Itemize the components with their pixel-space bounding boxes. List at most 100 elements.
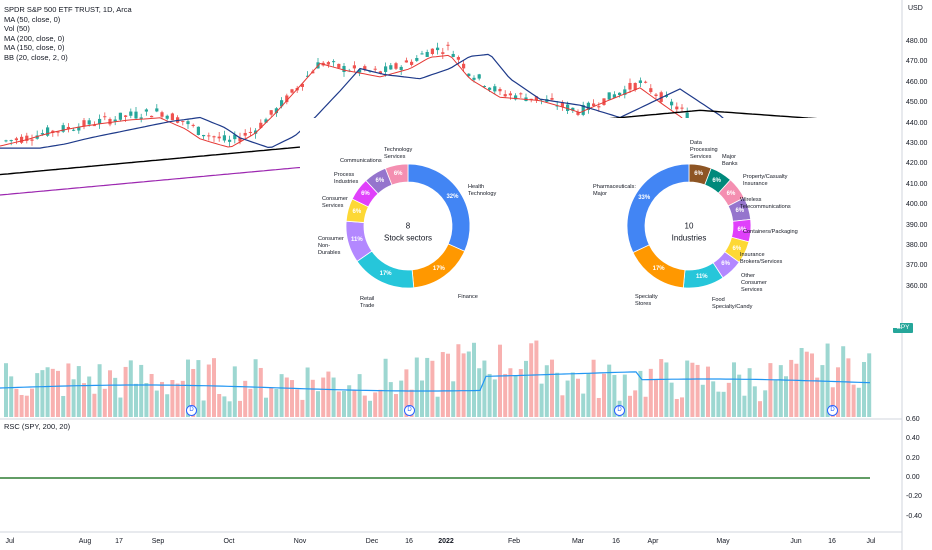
composition-overlay: 8 Stock sectors 32% Health Technology 17% F… bbox=[300, 118, 900, 328]
time-axis-label: Apr bbox=[647, 538, 659, 545]
volume-bar bbox=[113, 377, 118, 417]
time-axis-label: Jun bbox=[790, 538, 802, 545]
indicator-legend: SPDR S&P 500 ETF TRUST, 1D, Arca MA (50,… bbox=[4, 5, 132, 63]
candle-body bbox=[394, 63, 398, 69]
candle-body bbox=[326, 62, 330, 65]
candle-body bbox=[108, 118, 112, 125]
candle-body bbox=[290, 89, 294, 93]
volume-bar bbox=[102, 388, 107, 417]
volume-bar bbox=[680, 397, 684, 417]
industries-slice-percent: 6% bbox=[726, 190, 736, 197]
candle-body bbox=[4, 140, 8, 142]
volume-bar bbox=[789, 359, 794, 417]
candle-body bbox=[441, 52, 445, 54]
industries-slice-percent: 17% bbox=[652, 266, 665, 273]
candle-body bbox=[56, 131, 60, 133]
time-axis-label: Dec bbox=[365, 538, 379, 545]
volume-bar bbox=[664, 362, 669, 417]
volume-bar bbox=[347, 385, 352, 417]
candle-body bbox=[332, 61, 336, 63]
industries-slice-label: Data Processing Services bbox=[690, 140, 718, 160]
candle-body bbox=[534, 96, 538, 101]
industries-slice-percent: 6% bbox=[721, 261, 730, 268]
volume-bar bbox=[399, 380, 404, 417]
candle-body bbox=[623, 89, 627, 95]
candle-body bbox=[118, 112, 122, 120]
candle-body bbox=[25, 135, 29, 141]
volume-bar bbox=[560, 395, 565, 417]
volume-bar bbox=[721, 391, 726, 417]
candle-body bbox=[607, 92, 611, 100]
time-axis-label: 16 bbox=[405, 538, 413, 545]
dividend-marker[interactable]: D bbox=[827, 405, 838, 416]
candle-body bbox=[264, 119, 268, 123]
volume-bar bbox=[279, 374, 284, 417]
volume-bar bbox=[414, 357, 419, 417]
volume-bar bbox=[118, 397, 123, 417]
volume-bar bbox=[290, 380, 294, 417]
candle-body bbox=[269, 110, 273, 115]
industries-slice bbox=[626, 163, 690, 254]
volume-bar bbox=[310, 379, 315, 417]
volume-bar bbox=[825, 343, 830, 417]
price-axis-label: 390.00 bbox=[906, 221, 928, 229]
candle-body bbox=[498, 89, 502, 92]
indicator-ma150[interactable]: MA (150, close, 0) bbox=[4, 43, 65, 53]
sectors-slice bbox=[356, 250, 415, 289]
candle-body bbox=[134, 111, 138, 119]
volume-bar bbox=[128, 360, 133, 417]
volume-bar bbox=[336, 391, 341, 417]
volume-bar bbox=[591, 359, 596, 417]
candle-body bbox=[680, 107, 684, 109]
volume-bar bbox=[243, 380, 248, 417]
rsc-indicator-title[interactable]: RSC (SPY, 200, 20) bbox=[4, 422, 71, 431]
candle-body bbox=[508, 93, 512, 96]
volume-bar bbox=[165, 394, 170, 417]
currency-label: USD bbox=[908, 5, 923, 12]
candle-body bbox=[373, 68, 377, 70]
volume-bars bbox=[4, 340, 872, 417]
time-axis-label: May bbox=[716, 538, 730, 545]
volume-bar bbox=[222, 396, 227, 417]
volume-bar bbox=[690, 362, 695, 417]
candle-body bbox=[597, 106, 601, 108]
candle-body bbox=[378, 71, 382, 74]
sectors-count: 8 bbox=[405, 221, 411, 231]
indicator-ma200[interactable]: MA (200, close, 0) bbox=[4, 33, 65, 43]
volume-bar bbox=[409, 389, 414, 417]
volume-bar bbox=[191, 368, 196, 417]
rsc-axis-label: 0.40 bbox=[906, 435, 920, 443]
volume-bar bbox=[799, 347, 804, 417]
candle-body bbox=[77, 126, 81, 131]
candle-body bbox=[571, 107, 575, 111]
dividend-marker[interactable]: D bbox=[404, 405, 415, 416]
sectors-slice-percent: 17% bbox=[379, 271, 392, 278]
volume-bar bbox=[794, 363, 799, 417]
volume-bar bbox=[342, 390, 346, 417]
industries-slice-label: Insurance Brokers/Services bbox=[740, 252, 783, 265]
volume-bar bbox=[659, 359, 664, 417]
volume-bar bbox=[227, 401, 232, 417]
candle-body bbox=[222, 135, 226, 141]
volume-bar bbox=[61, 395, 66, 417]
volume-bar bbox=[123, 366, 128, 417]
dividend-marker[interactable]: D bbox=[614, 405, 625, 416]
time-axis-label: Feb bbox=[507, 538, 521, 545]
volume-bar bbox=[576, 378, 580, 417]
indicator-ma50[interactable]: MA (50, close, 0) bbox=[4, 14, 61, 24]
candle-body bbox=[576, 111, 580, 115]
volume-bar bbox=[706, 366, 710, 417]
volume-bar bbox=[160, 381, 164, 417]
volume-bar bbox=[269, 387, 274, 417]
symbol-title[interactable]: SPDR S&P 500 ETF TRUST, 1D, Arca bbox=[4, 5, 132, 14]
dividend-marker[interactable]: D bbox=[186, 405, 197, 416]
volume-bar bbox=[732, 362, 736, 417]
candle-body bbox=[420, 53, 424, 55]
volume-bar bbox=[253, 359, 258, 417]
indicator-bollinger[interactable]: BB (20, close, 2, 0) bbox=[4, 52, 68, 62]
candle-body bbox=[103, 116, 107, 118]
volume-bar bbox=[248, 388, 253, 417]
indicator-volume[interactable]: Vol (50) bbox=[4, 24, 30, 34]
candle-body bbox=[519, 93, 523, 95]
